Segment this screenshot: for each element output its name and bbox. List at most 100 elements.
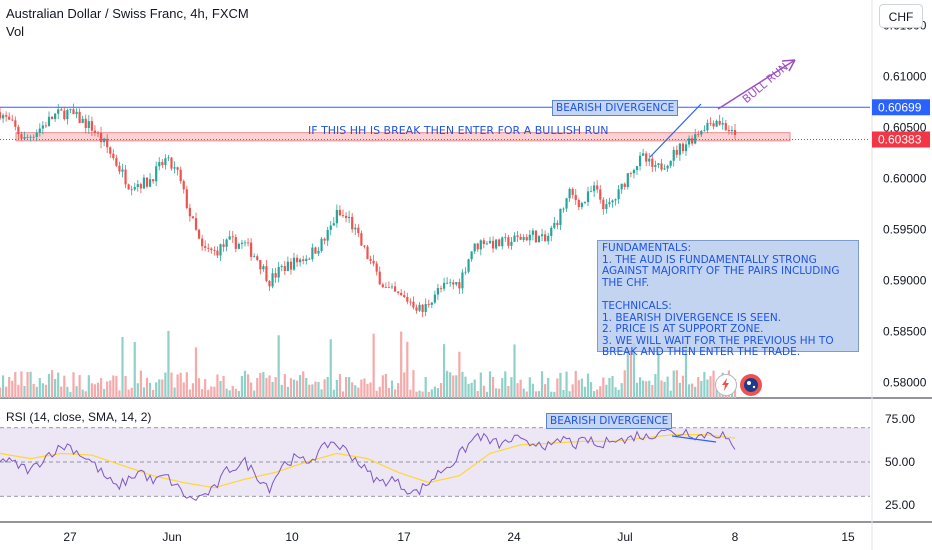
last-price-label: 0.60383 bbox=[878, 133, 922, 147]
candle-body bbox=[593, 185, 596, 192]
volume-bar bbox=[329, 339, 332, 398]
candle-body bbox=[207, 247, 210, 249]
volume-bar bbox=[412, 370, 415, 398]
candle-body bbox=[605, 204, 608, 210]
candle-body bbox=[651, 158, 654, 167]
volume-bar bbox=[381, 375, 384, 398]
candle-body bbox=[142, 177, 146, 189]
candle-body bbox=[201, 238, 204, 247]
rsi-pane bbox=[0, 427, 870, 502]
candle-body bbox=[519, 236, 522, 240]
candle-body bbox=[152, 179, 155, 182]
volume-bar bbox=[237, 391, 240, 398]
time-tick-label: 27 bbox=[63, 530, 77, 544]
volume-bar bbox=[292, 379, 296, 398]
candle-body bbox=[17, 126, 20, 135]
candle-body bbox=[41, 125, 44, 129]
volume-bar bbox=[38, 378, 41, 398]
volume-bar bbox=[170, 372, 173, 398]
volume-bar bbox=[338, 374, 342, 398]
time-tick-label: 10 bbox=[285, 530, 299, 544]
candle-body bbox=[730, 130, 734, 132]
candle-body bbox=[0, 112, 2, 119]
time-tick-label: 8 bbox=[732, 530, 739, 544]
volume-bar bbox=[528, 377, 531, 398]
volume-bar bbox=[219, 380, 222, 398]
volume-bar bbox=[158, 379, 161, 398]
candle-body bbox=[265, 266, 268, 282]
volume-bar bbox=[648, 380, 651, 398]
volume-bar bbox=[302, 371, 305, 398]
candle-body bbox=[191, 216, 195, 219]
candle-body bbox=[271, 273, 274, 287]
candle-body bbox=[173, 167, 176, 169]
volume-bar bbox=[256, 377, 259, 398]
volume-bar bbox=[681, 375, 685, 398]
volume-bar bbox=[657, 343, 660, 398]
lightning-icon[interactable] bbox=[715, 374, 737, 396]
candle-body bbox=[672, 149, 675, 161]
volume-bar bbox=[103, 389, 106, 398]
volume-bar bbox=[449, 372, 452, 398]
candle-body bbox=[176, 167, 179, 170]
currency-button[interactable]: CHF bbox=[879, 4, 923, 28]
candle-body bbox=[559, 208, 562, 226]
candle-body bbox=[393, 286, 397, 292]
volume-bar bbox=[139, 370, 142, 398]
candle-body bbox=[427, 303, 430, 305]
candle-body bbox=[155, 166, 158, 182]
rsi-tick-label: 75.00 bbox=[885, 412, 915, 426]
volume-bar bbox=[482, 385, 485, 398]
price-tick-label: 0.59500 bbox=[883, 223, 927, 237]
volume-bar bbox=[599, 386, 602, 398]
volume-bar bbox=[712, 370, 715, 398]
candle-body bbox=[302, 259, 305, 261]
volume-bar bbox=[577, 380, 580, 398]
candle-body bbox=[185, 189, 188, 208]
candle-body bbox=[599, 189, 602, 200]
volume-bar bbox=[491, 377, 495, 398]
candle-body bbox=[660, 163, 663, 170]
volume-bar bbox=[583, 386, 587, 398]
candle-body bbox=[90, 121, 93, 131]
volume-bar bbox=[387, 388, 391, 398]
volume-bar bbox=[121, 337, 124, 398]
candle-body bbox=[1, 115, 5, 119]
volume-bar bbox=[550, 391, 553, 398]
candle-body bbox=[442, 282, 446, 289]
candle-body bbox=[237, 243, 240, 249]
candle-body bbox=[250, 242, 253, 257]
candle-body bbox=[231, 236, 234, 238]
analysis-notes: FUNDAMENTALS: 1. THE AUD IS FUNDAMENTALL… bbox=[597, 240, 859, 358]
volume-bar bbox=[314, 381, 317, 398]
price-tick-label: 0.60000 bbox=[883, 172, 927, 186]
candle-body bbox=[256, 256, 259, 260]
volume-bar bbox=[544, 384, 547, 398]
hh-break-note: IF THIS HH IS BREAK THEN ENTER FOR A BUL… bbox=[308, 124, 609, 137]
volume-bar bbox=[363, 378, 366, 398]
candle-body bbox=[409, 301, 412, 303]
candle-body bbox=[583, 202, 587, 204]
candle-body bbox=[516, 235, 519, 237]
volume-bar bbox=[357, 387, 360, 398]
flag-icon[interactable] bbox=[740, 374, 762, 396]
volume-bar bbox=[124, 376, 127, 398]
price-tick-label: 0.58000 bbox=[883, 376, 927, 390]
volume-bar bbox=[547, 377, 550, 398]
price-tick-label: 0.58500 bbox=[883, 325, 927, 339]
candle-body bbox=[544, 234, 547, 242]
volume-bar bbox=[629, 345, 632, 398]
volume-bar bbox=[632, 342, 636, 398]
volume-bar bbox=[216, 374, 219, 398]
volume-bar bbox=[210, 386, 213, 398]
candle-body bbox=[571, 188, 574, 195]
candle-body bbox=[378, 271, 381, 285]
candle-body bbox=[464, 271, 467, 273]
candle-body bbox=[733, 130, 737, 136]
candle-body bbox=[470, 251, 473, 260]
volume-bar bbox=[299, 375, 302, 398]
volume-bar bbox=[596, 389, 599, 398]
candle-body bbox=[589, 191, 593, 193]
candle-body bbox=[268, 281, 271, 287]
